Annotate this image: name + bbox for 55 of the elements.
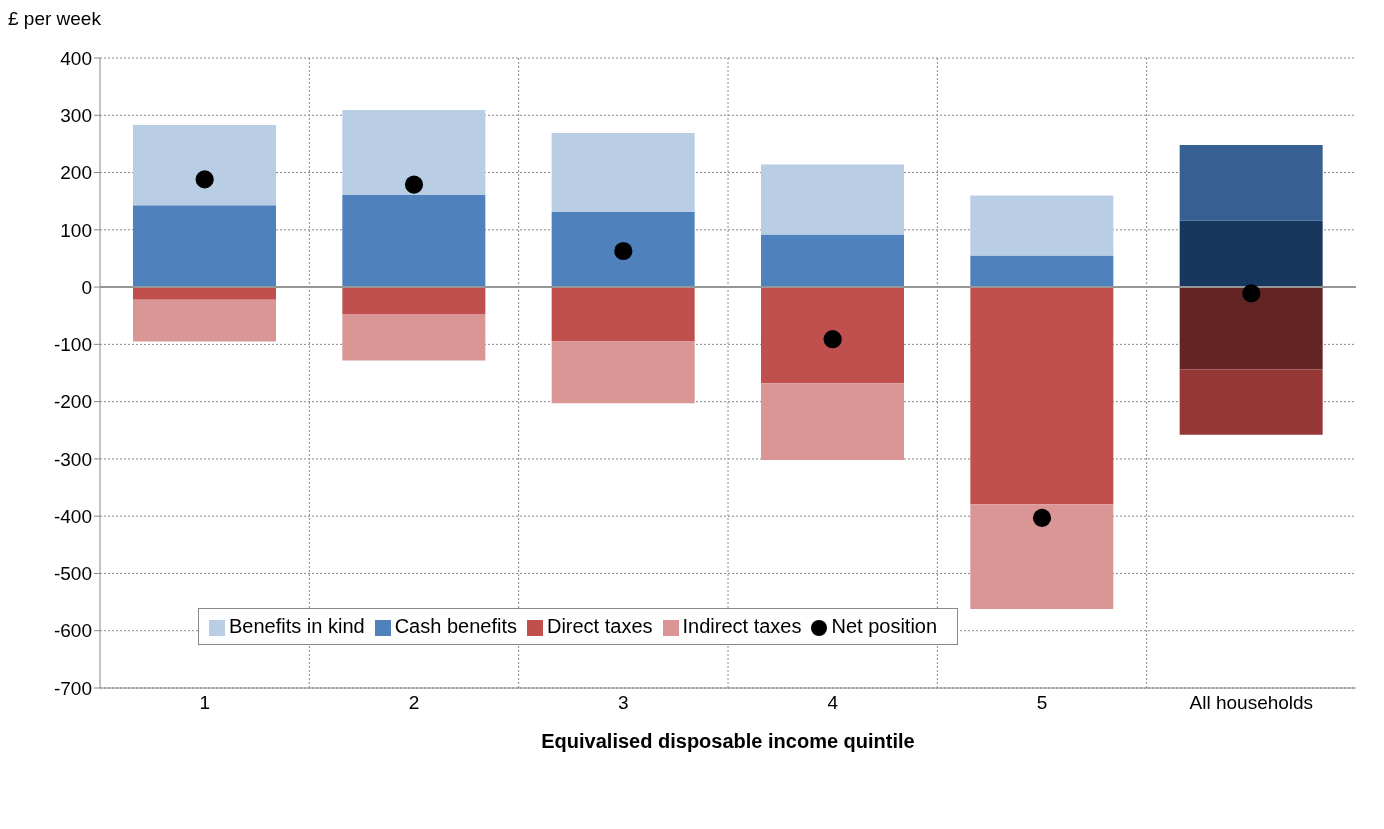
bar xyxy=(342,314,486,361)
y-tick-label: -400 xyxy=(53,505,92,527)
bar xyxy=(761,164,904,235)
bar xyxy=(133,299,276,342)
point xyxy=(1242,284,1261,303)
bar xyxy=(133,125,276,206)
legend-label: Net position xyxy=(831,615,938,637)
y-axis-title: £ per week xyxy=(8,8,101,30)
x-tick-label: 2 xyxy=(408,692,420,714)
bar xyxy=(551,287,695,342)
point xyxy=(404,175,424,194)
bar xyxy=(761,383,904,461)
point xyxy=(195,170,214,189)
bar xyxy=(551,133,695,213)
point xyxy=(1032,508,1052,527)
y-tick-label: 200 xyxy=(60,162,92,184)
legend-label: Benefits in kind xyxy=(229,615,365,637)
y-tick-label: 100 xyxy=(60,219,92,241)
bar xyxy=(342,287,486,315)
bar xyxy=(1179,369,1323,435)
bar xyxy=(761,234,904,288)
bar xyxy=(970,287,1114,505)
x-tick-label: 3 xyxy=(618,692,629,714)
y-tick-label: 0 xyxy=(81,276,92,298)
y-tick-label: -200 xyxy=(53,391,92,413)
x-axis-title: Equivalised disposable income quintile xyxy=(541,730,915,752)
bar xyxy=(1179,220,1323,288)
bar xyxy=(551,212,695,288)
x-tick-label: 5 xyxy=(1036,692,1048,714)
point xyxy=(614,241,633,261)
bar xyxy=(1179,287,1323,370)
legend-label: Indirect taxes xyxy=(682,615,802,637)
legend-label: Direct taxes xyxy=(546,615,653,637)
bar xyxy=(970,255,1114,288)
y-tick-label: -300 xyxy=(53,448,92,470)
bar xyxy=(133,287,276,300)
y-tick-label: -100 xyxy=(53,334,92,356)
bar xyxy=(761,287,904,384)
y-tick-label: -600 xyxy=(53,620,92,642)
x-tick-label: 4 xyxy=(827,692,839,714)
y-tick-label: 400 xyxy=(60,47,92,69)
y-tick-label: 300 xyxy=(60,105,92,127)
bar xyxy=(970,504,1114,609)
point xyxy=(823,330,842,349)
bar xyxy=(1179,145,1323,221)
bar xyxy=(133,205,276,288)
x-tick-label: All households xyxy=(1189,692,1314,714)
bar xyxy=(551,341,695,404)
bar xyxy=(342,194,486,288)
y-tick-label: -700 xyxy=(53,677,92,699)
x-tick-label: 1 xyxy=(199,692,210,714)
bar xyxy=(342,110,486,195)
y-tick-label: -500 xyxy=(53,563,92,585)
legend-label: Cash benefits xyxy=(394,615,517,637)
bar xyxy=(970,195,1114,256)
